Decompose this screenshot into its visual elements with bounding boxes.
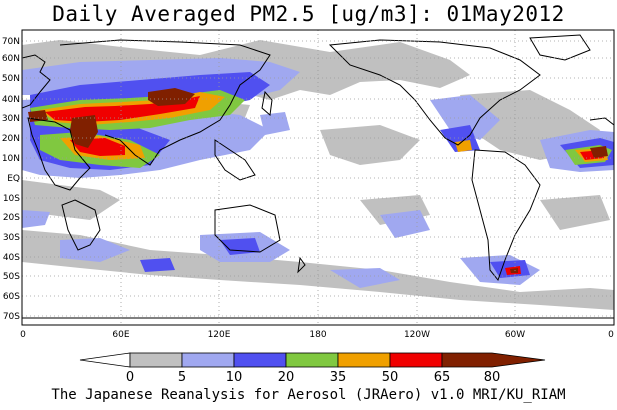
colorbar-label: 35 [330, 370, 347, 385]
map-gridlines [22, 30, 614, 325]
colorbar-label: 20 [278, 370, 295, 385]
lat-label: 30S [3, 233, 20, 243]
lat-label: 40S [3, 253, 20, 263]
colorbar-bin-3 [233, 352, 287, 368]
lat-label: 20N [2, 134, 20, 144]
colorbar-bin-2 [181, 352, 235, 368]
lat-label: 10S [3, 194, 20, 204]
map-frame [21, 29, 615, 326]
lat-label: 40N [2, 95, 20, 105]
lat-label: EQ [7, 174, 20, 184]
lon-label: 180 [309, 330, 326, 340]
lon-label: 60W [505, 330, 525, 340]
colorbar-bin-5 [337, 352, 391, 368]
lon-label: 120E [208, 330, 231, 340]
colorbar-label: 65 [434, 370, 451, 385]
lat-label: 50N [2, 74, 20, 84]
lon-label: 0 [608, 330, 614, 340]
colorbar-bin-6 [389, 352, 443, 368]
colorbar-bin-0 [79, 352, 131, 368]
colorbar [79, 352, 546, 368]
lat-label: 70N [2, 37, 20, 47]
colorbar-labels: 0 5 10 20 35 50 65 80 [126, 370, 500, 385]
map-title: Daily Averaged PM2.5 [ug/m3]: 01May2012 [52, 2, 565, 26]
latitude-labels: 70N 60N 50N 40N 30N 20N 10N EQ 10S 20S 3… [2, 37, 20, 322]
lat-label: 10N [2, 154, 20, 164]
colorbar-bin-7 [441, 352, 546, 368]
lat-label: 60S [3, 292, 20, 302]
colorbar-label: 80 [484, 370, 501, 385]
lat-label: 50S [3, 272, 20, 282]
lat-label: 20S [3, 213, 20, 223]
colorbar-bin-1 [129, 352, 183, 368]
lon-label: 0 [20, 330, 26, 340]
lat-label: 60N [2, 54, 20, 64]
lon-label: 120W [404, 330, 430, 340]
longitude-labels: 0 60E 120E 180 120W 60W 0 [20, 330, 614, 340]
colorbar-label: 0 [126, 370, 134, 385]
lat-label: 30N [2, 114, 20, 124]
colorbar-label: 50 [382, 370, 399, 385]
colorbar-bin-4 [285, 352, 339, 368]
pm25-level-80-plus [28, 88, 608, 273]
lat-label: 70S [3, 312, 20, 322]
colorbar-label: 10 [226, 370, 243, 385]
lon-label: 60E [112, 330, 129, 340]
colorbar-label: 5 [178, 370, 186, 385]
footer-credit: The Japanese Reanalysis for Aerosol (JRA… [51, 387, 566, 403]
